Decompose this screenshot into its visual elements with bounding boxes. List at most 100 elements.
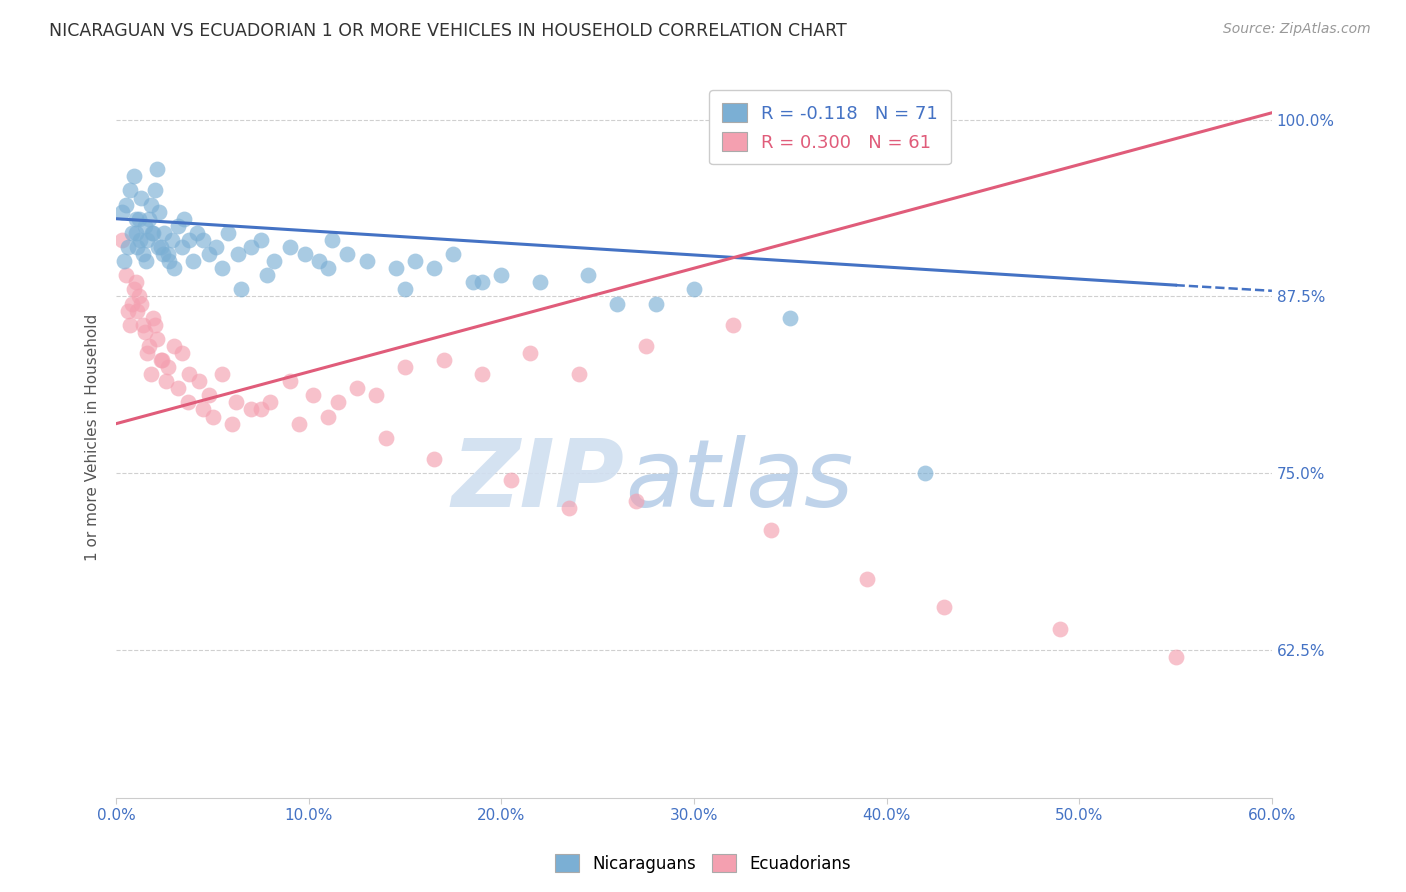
Point xyxy=(316,261,339,276)
Point xyxy=(131,296,153,310)
Point xyxy=(149,353,172,368)
Point xyxy=(404,254,426,268)
Point xyxy=(112,254,135,268)
Point xyxy=(167,381,190,395)
Text: Source: ZipAtlas.com: Source: ZipAtlas.com xyxy=(1223,22,1371,37)
Point xyxy=(914,466,936,480)
Point xyxy=(152,353,174,368)
Point xyxy=(567,367,589,381)
Point xyxy=(221,417,243,431)
Point xyxy=(141,226,163,240)
Point xyxy=(160,233,183,247)
Point xyxy=(170,346,193,360)
Point xyxy=(263,254,285,268)
Point xyxy=(519,346,541,360)
Point xyxy=(157,254,180,268)
Point xyxy=(1164,649,1187,664)
Point xyxy=(115,197,138,211)
Point xyxy=(134,219,156,233)
Point xyxy=(117,240,139,254)
Point xyxy=(326,395,349,409)
Text: atlas: atlas xyxy=(624,435,853,526)
Point xyxy=(122,282,145,296)
Point xyxy=(374,431,396,445)
Point xyxy=(226,247,249,261)
Point xyxy=(394,282,416,296)
Point xyxy=(529,276,551,290)
Legend: Nicaraguans, Ecuadorians: Nicaraguans, Ecuadorians xyxy=(548,847,858,880)
Point xyxy=(157,247,180,261)
Point xyxy=(136,346,159,360)
Point xyxy=(163,261,186,276)
Point xyxy=(779,310,801,325)
Point xyxy=(186,226,208,240)
Point xyxy=(205,240,228,254)
Point xyxy=(118,184,141,198)
Point xyxy=(441,247,464,261)
Point xyxy=(197,247,219,261)
Point xyxy=(240,402,263,417)
Point xyxy=(143,184,166,198)
Point xyxy=(288,417,311,431)
Point xyxy=(117,303,139,318)
Point xyxy=(336,247,359,261)
Point xyxy=(115,268,138,283)
Point xyxy=(136,233,159,247)
Point xyxy=(148,204,170,219)
Point xyxy=(644,296,666,310)
Point xyxy=(145,332,167,346)
Point xyxy=(249,402,271,417)
Point xyxy=(278,374,301,388)
Point xyxy=(152,247,174,261)
Point xyxy=(278,240,301,254)
Point xyxy=(384,261,406,276)
Point xyxy=(423,452,446,467)
Point xyxy=(155,374,177,388)
Point xyxy=(138,211,160,226)
Point xyxy=(118,318,141,332)
Point xyxy=(626,494,648,508)
Point xyxy=(111,233,134,247)
Point xyxy=(191,233,214,247)
Point xyxy=(176,395,198,409)
Point xyxy=(934,600,956,615)
Point xyxy=(149,240,172,254)
Point xyxy=(366,388,388,402)
Point xyxy=(211,367,233,381)
Point xyxy=(135,254,157,268)
Point xyxy=(125,211,148,226)
Point xyxy=(346,381,368,395)
Point xyxy=(356,254,378,268)
Point xyxy=(153,226,176,240)
Point xyxy=(157,360,180,375)
Point xyxy=(146,240,169,254)
Point xyxy=(471,276,494,290)
Point xyxy=(121,296,143,310)
Point xyxy=(134,325,156,339)
Point xyxy=(127,303,149,318)
Point xyxy=(129,233,152,247)
Point xyxy=(249,233,271,247)
Point xyxy=(173,211,195,226)
Point xyxy=(132,247,155,261)
Point xyxy=(127,240,149,254)
Point xyxy=(225,395,247,409)
Point xyxy=(433,353,456,368)
Point xyxy=(294,247,316,261)
Point xyxy=(1049,622,1071,636)
Point xyxy=(139,367,162,381)
Point xyxy=(558,501,581,516)
Point xyxy=(181,254,204,268)
Legend: R = -0.118   N = 71, R = 0.300   N = 61: R = -0.118 N = 71, R = 0.300 N = 61 xyxy=(709,90,950,164)
Point xyxy=(211,261,233,276)
Point xyxy=(142,310,165,325)
Point xyxy=(576,268,599,283)
Point xyxy=(143,318,166,332)
Point xyxy=(394,360,416,375)
Point xyxy=(501,473,523,487)
Point xyxy=(201,409,224,424)
Point xyxy=(139,197,162,211)
Point xyxy=(163,339,186,353)
Point xyxy=(491,268,513,283)
Point xyxy=(471,367,494,381)
